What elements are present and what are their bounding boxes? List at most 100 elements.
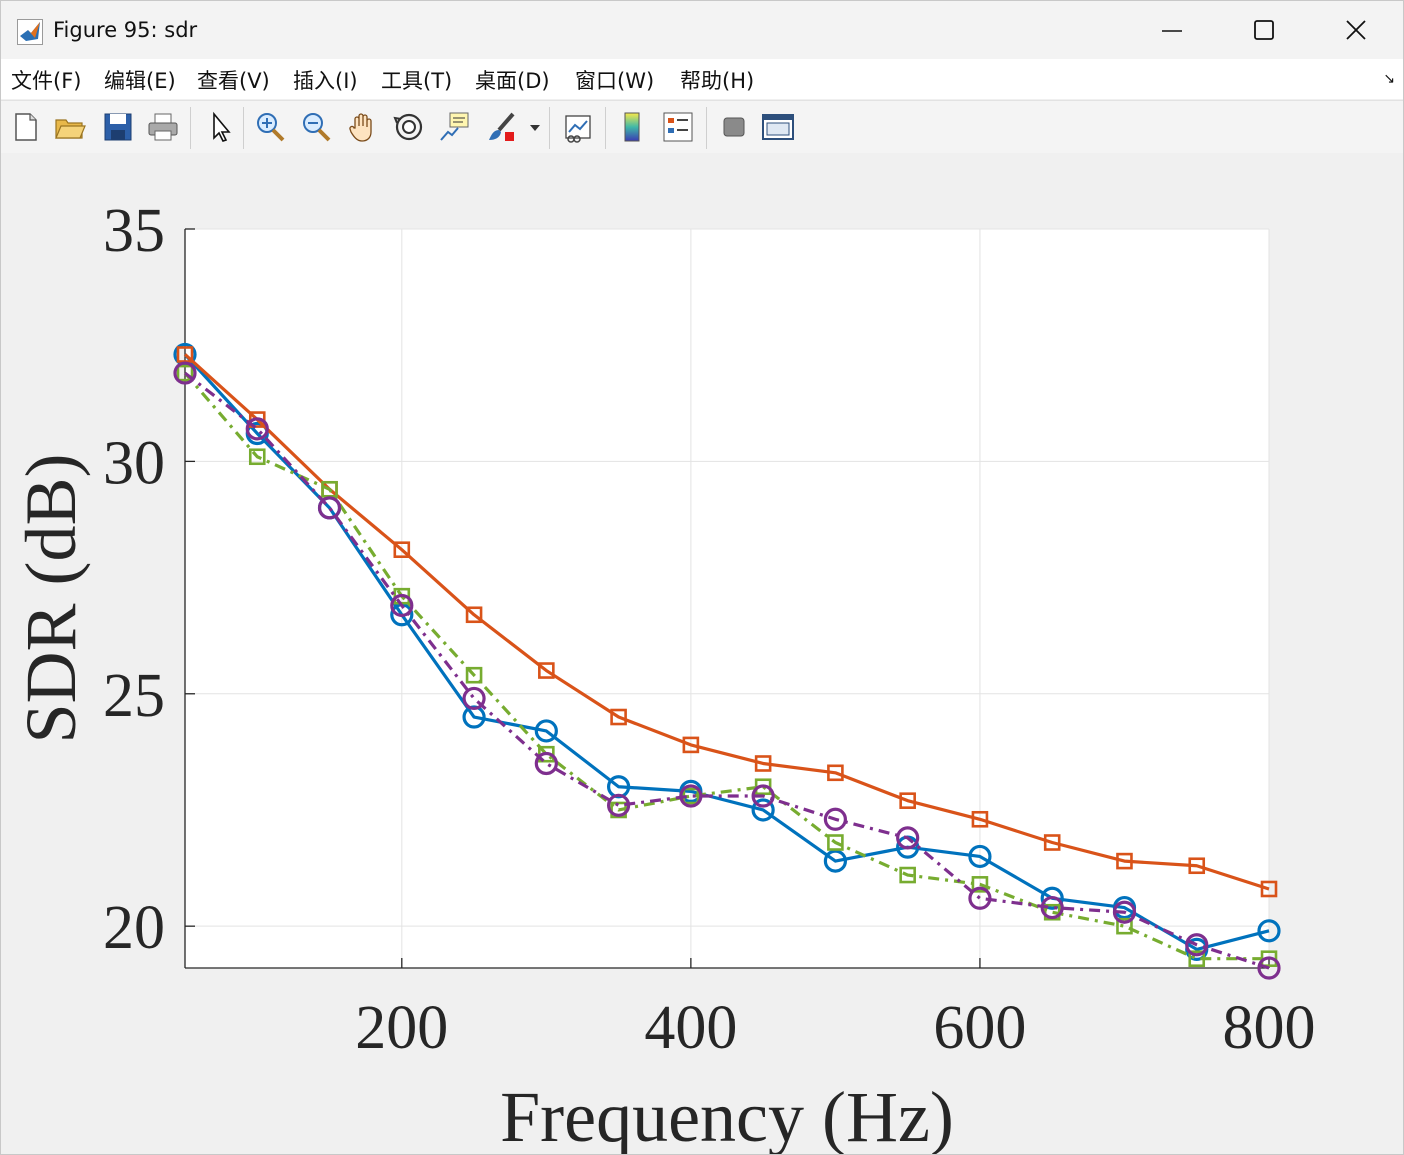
window-title: Figure 95: sdr [53,18,198,42]
maximize-button[interactable] [1218,1,1310,59]
close-button[interactable] [1310,1,1402,59]
series-3 [176,364,1278,968]
minimize-icon [1162,30,1182,32]
legend-icon[interactable] [661,110,695,144]
data-point-square [610,708,627,726]
new-figure-icon[interactable] [9,110,43,144]
data-point-square [1116,852,1133,870]
toolbar-separator [549,107,550,149]
zoom-in-icon[interactable] [253,110,287,144]
minimize-button[interactable] [1126,1,1218,59]
toolbar-separator [243,107,244,149]
data-point-square [971,810,989,828]
figure-toolbar [1,100,1403,154]
menu-bar: 文件(F) 编辑(E) 查看(V) 插入(I) 工具(T) 桌面(D) 窗口(W… [1,59,1403,99]
data-point-square [1260,950,1278,968]
data-series [173,342,1281,980]
show-plot-tools-icon[interactable] [761,110,795,144]
pointer-icon[interactable] [203,110,237,144]
maximize-icon [1254,20,1274,40]
data-point-square [1188,857,1206,875]
data-point-circle [679,784,703,808]
y-axis-label: SDR (dB) [11,453,91,743]
y-tick-label: 20 [103,894,165,962]
data-point-square [248,411,266,428]
figure-canvas: 200 400 600 800 20 25 30 35 Frequency (Hz) SDR … [1,153,1403,1154]
x-tick-label: 800 [1223,994,1316,1062]
data-point-square [827,834,844,851]
data-point-circle [823,849,848,873]
menu-view[interactable]: 查看(V) [197,69,270,93]
rotate-3d-icon[interactable] [392,110,426,144]
pan-hand-icon[interactable] [345,110,379,144]
hide-plot-tools-icon[interactable] [717,110,751,144]
data-point-square [176,364,194,382]
data-point-square [1043,903,1061,921]
data-point-circle [317,496,342,520]
data-point-square [754,755,772,772]
data-point-circle [968,844,992,869]
data-point-circle [390,593,414,618]
data-point-circle [1040,895,1064,920]
data-point-square [538,745,555,763]
data-point-circle [823,807,848,831]
series-line [183,353,1270,952]
y-tick-label: 25 [103,662,165,730]
data-point-square [899,866,916,884]
data-point-square [393,541,411,558]
data-cursor-icon[interactable] [438,110,472,144]
y-tick-label: 35 [103,197,165,265]
data-point-square [538,662,555,679]
data-point-circle [751,784,775,808]
brush-icon[interactable] [485,110,519,144]
data-point-circle [534,751,558,776]
data-point-circle [896,826,920,850]
open-file-icon[interactable] [53,110,87,144]
menu-file[interactable]: 文件(F) [11,69,82,93]
data-point-circle [968,886,992,910]
series-2 [176,346,1278,898]
menu-window[interactable]: 窗口(W) [575,69,655,93]
y-tick-label: 30 [103,429,165,497]
plot-area [185,229,1269,968]
menu-desktop[interactable]: 桌面(D) [475,69,550,93]
series-line [183,353,1270,891]
series-line [183,372,1269,961]
data-point-square [1043,834,1061,851]
x-tick-label: 400 [644,994,737,1062]
zoom-out-icon[interactable] [299,110,333,144]
toolbar-separator [190,107,191,149]
menu-tools[interactable]: 工具(T) [381,69,453,93]
menu-help[interactable]: 帮助(H) [680,69,755,93]
x-tick-label: 600 [933,994,1026,1062]
save-icon[interactable] [101,110,135,144]
data-point-square [465,666,483,684]
menu-insert[interactable]: 插入(I) [293,69,358,93]
data-point-square [971,876,989,893]
menu-edit[interactable]: 编辑(E) [104,69,176,93]
data-point-circle [462,686,486,711]
data-point-circle [245,417,269,441]
brush-dropdown-icon[interactable] [527,110,543,144]
sdr-line-chart: 200 400 600 800 20 25 30 35 Frequency (Hz) SDR … [11,197,1316,1154]
data-point-square [827,764,844,782]
axes [184,228,1270,969]
data-point-square [1188,950,1206,968]
data-point-circle [1040,886,1064,910]
print-icon[interactable] [146,110,180,144]
x-tick-label: 200 [355,994,448,1062]
x-axis-label: Frequency (Hz) [500,1077,954,1154]
data-point-circle [1112,900,1137,924]
tick-labels: 200 400 600 800 20 25 30 35 [103,197,1316,1062]
colorbar-icon[interactable] [616,110,650,144]
series-4 [173,361,1281,980]
data-point-square [682,736,700,754]
link-plot-icon[interactable] [561,110,595,144]
toolbar-separator [605,107,606,149]
data-point-square [465,606,483,624]
close-icon [1346,20,1366,40]
dock-arrow-icon[interactable]: ↘ [1383,71,1395,87]
data-point-square [754,778,772,796]
data-point-square [899,792,916,809]
